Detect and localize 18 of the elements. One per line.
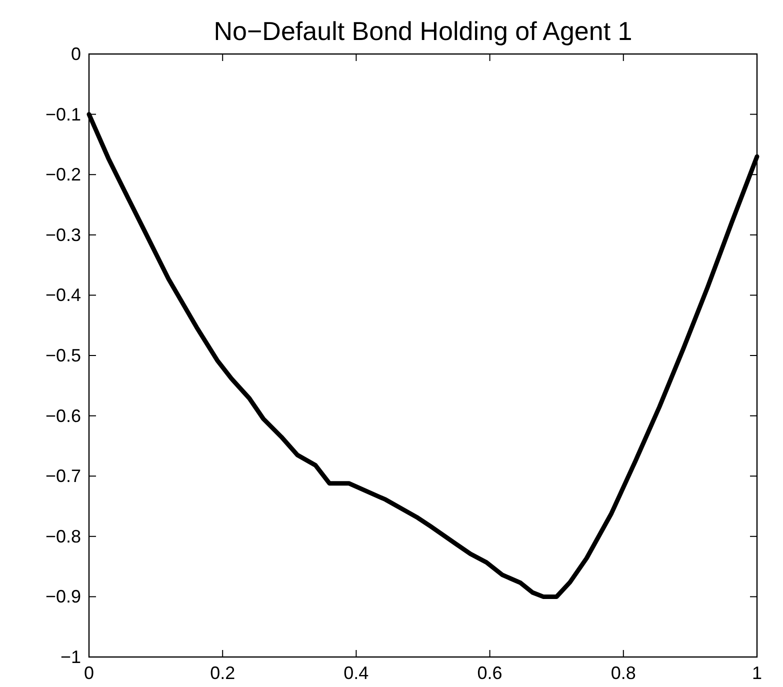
x-tick-label: 0.2 bbox=[210, 663, 236, 683]
y-tick-label: −0.2 bbox=[45, 164, 81, 185]
y-tick-label: 0 bbox=[70, 44, 81, 64]
x-tick-label: 0 bbox=[84, 663, 94, 683]
y-tick-label: −0.8 bbox=[45, 526, 81, 546]
x-tick-label: 0.8 bbox=[610, 663, 636, 683]
y-tick-label: −1 bbox=[60, 647, 81, 667]
y-tick-label: −0.3 bbox=[45, 224, 81, 245]
y-tick-label: −0.7 bbox=[45, 466, 81, 486]
x-tick-label: 0.4 bbox=[344, 663, 369, 683]
y-tick-label: −0.1 bbox=[45, 104, 81, 124]
y-tick-label: −0.9 bbox=[45, 586, 81, 607]
chart-title: No−Default Bond Holding of Agent 1 bbox=[214, 16, 632, 46]
y-tick-label: −0.6 bbox=[45, 406, 81, 426]
x-tick-label: 1 bbox=[752, 663, 762, 683]
y-tick-label: −0.5 bbox=[45, 346, 81, 366]
y-tick-label: −0.4 bbox=[45, 285, 81, 306]
x-tick-label: 0.6 bbox=[477, 663, 502, 683]
